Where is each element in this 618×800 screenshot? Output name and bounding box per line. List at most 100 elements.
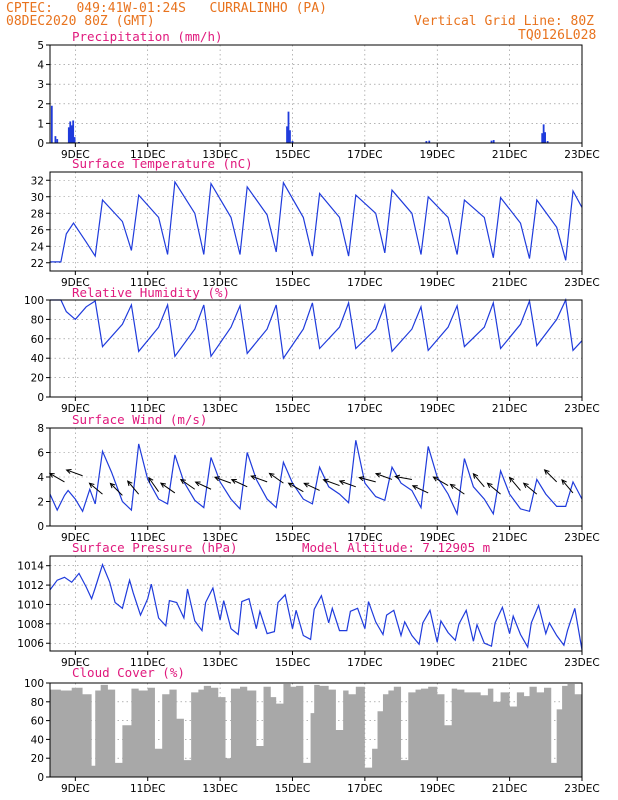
precip-bar [50, 105, 53, 143]
pressure-series-line [49, 562, 583, 651]
precip-frame [49, 44, 583, 144]
rh-frame [49, 299, 583, 398]
rh-ytick-label: 100 [24, 295, 44, 307]
wind-arrow [160, 482, 176, 494]
wind-arrow-head [213, 476, 221, 482]
temp-title: Surface Temperature (nC) [72, 156, 253, 171]
wind-arrow [412, 485, 429, 494]
grid-line-label: Vertical Grid Line: 80Z [414, 14, 595, 29]
temp-xtick-label: 9DEC [61, 277, 90, 289]
pressure-xtick-label: 23DEC [564, 657, 599, 669]
precip-bar [70, 125, 73, 143]
rh-ytick-label: 40 [31, 353, 44, 365]
rh-series-line [50, 297, 583, 360]
wind-arrow [339, 480, 356, 488]
wind-arrow-head [287, 482, 294, 488]
wind-arrow [450, 483, 465, 495]
pressure-ytick-label: 1012 [17, 580, 44, 592]
precip-bar [287, 111, 290, 143]
cloud-xtick-label: 19DEC [420, 783, 455, 795]
precip-bar [73, 137, 76, 143]
rh-ytick-label: 20 [31, 373, 44, 385]
wind-arrow [359, 477, 376, 483]
rh-xtick-label: 11DEC [130, 403, 165, 415]
wind-arrow [472, 473, 485, 488]
wind-arrow [323, 479, 340, 487]
wind-arrow-head [194, 481, 201, 487]
pressure-ytick-label: 1014 [17, 561, 44, 573]
rh-xtick-label: 13DEC [202, 403, 237, 415]
wind-arrow-head [159, 482, 166, 488]
temp-xtick-label: 21DEC [492, 277, 527, 289]
cloud-title: Cloud Cover (%) [72, 665, 185, 680]
model-altitude: Model Altitude: 7.12905 m [302, 540, 491, 555]
wind-ytick-label: 4 [37, 472, 44, 484]
rh-ytick-label: 80 [31, 314, 44, 326]
precip-bar [69, 121, 72, 143]
temp-ytick-label: 24 [31, 241, 45, 253]
temp-ytick-label: 26 [31, 225, 45, 237]
wind-arrow-head [230, 479, 237, 484]
wind-xtick-label: 19DEC [420, 532, 455, 544]
pressure-xtick-label: 15DEC [275, 657, 310, 669]
wind-arrow-head [522, 482, 529, 489]
precip-bar [291, 141, 294, 143]
wind-arrow [214, 476, 232, 484]
temp-series-line [50, 180, 583, 263]
wind-arrow [433, 476, 449, 487]
pressure-xtick-label: 19DEC [420, 657, 455, 669]
cloud-ytick-label: 0 [37, 772, 44, 784]
wind-arrow [304, 482, 320, 491]
temp-ytick-label: 22 [31, 258, 44, 270]
wind-arrow-head [322, 478, 329, 484]
precip-bar [544, 132, 546, 143]
temp-xtick-label: 11DEC [130, 277, 165, 289]
pressure-ytick-label: 1010 [17, 599, 44, 611]
cloud-ytick-label: 80 [31, 697, 44, 709]
rh-ytick-label: 60 [31, 334, 44, 346]
wind-arrow-head [250, 475, 257, 481]
precip-bar [72, 120, 75, 143]
temp-xtick-label: 15DEC [275, 277, 310, 289]
wind-arrow-head [126, 480, 133, 487]
wind-arrow [180, 479, 196, 490]
rh-title: Relative Humidity (%) [72, 285, 231, 300]
pressure-xtick-label: 9DEC [61, 657, 90, 669]
wind-arrow-head [338, 480, 345, 485]
precip-bar [541, 133, 544, 143]
wind-ytick-label: 6 [37, 448, 44, 460]
rh-xtick-label: 17DEC [347, 403, 382, 415]
wind-arrow-head [65, 469, 72, 474]
wind-ytick-label: 8 [37, 423, 44, 435]
precip-ytick-label: 3 [37, 79, 44, 91]
wind-arrow-head [268, 472, 275, 478]
wind-arrow [66, 469, 83, 477]
rh-xtick-label: 9DEC [61, 403, 90, 415]
pressure-xtick-label: 17DEC [347, 657, 382, 669]
wind-arrow [375, 473, 393, 480]
precip-ytick-label: 1 [37, 118, 44, 130]
wind-arrow [561, 479, 574, 494]
wind-arrow [523, 482, 538, 495]
wind-arrow-head [148, 476, 154, 483]
wind-arrow-head [411, 485, 418, 490]
cloud-ytick-label: 20 [31, 753, 44, 765]
precip-xtick-label: 15DEC [275, 149, 310, 161]
pressure-xtick-label: 21DEC [492, 657, 527, 669]
precip-ytick-label: 2 [37, 99, 44, 111]
precip-bar [56, 139, 59, 143]
wind-arrow-head [374, 472, 382, 478]
rh-ytick-label: 0 [37, 392, 44, 404]
cloud-ytick-label: 40 [31, 734, 44, 746]
temp-xtick-label: 13DEC [202, 277, 237, 289]
temp-xtick-label: 23DEC [564, 277, 599, 289]
cloud-ytick-label: 100 [24, 678, 44, 690]
wind-xtick-label: 9DEC [61, 532, 90, 544]
cloud-frame [49, 682, 583, 778]
temp-ytick-label: 32 [31, 175, 44, 187]
wind-arrow-head [508, 476, 515, 483]
precip-bar [67, 127, 70, 143]
rh-xtick-label: 15DEC [275, 403, 310, 415]
wind-xtick-label: 17DEC [347, 532, 382, 544]
